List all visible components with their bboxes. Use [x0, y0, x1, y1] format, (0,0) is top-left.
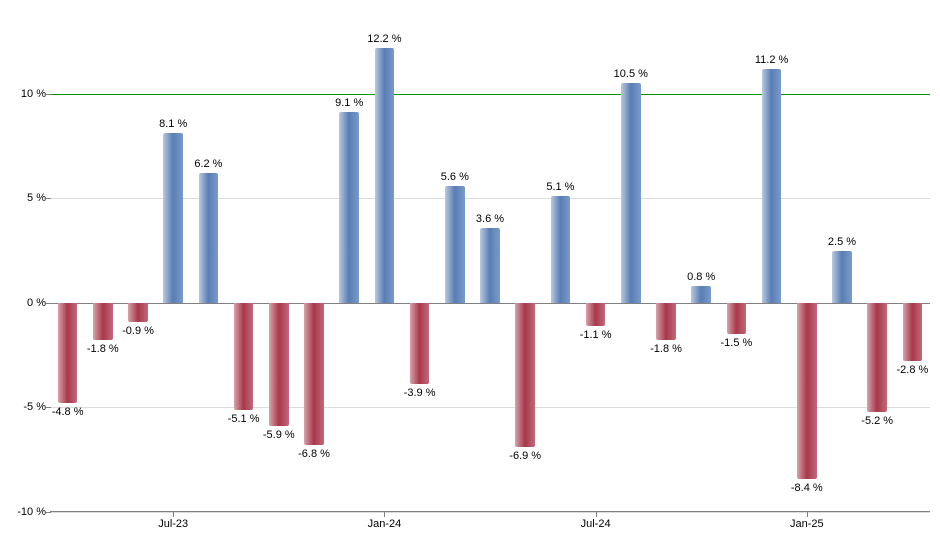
x-axis-tick-mark — [173, 512, 174, 517]
x-axis-tick-mark — [596, 512, 597, 517]
bar — [58, 303, 78, 403]
bar-chart: -4.8 %-1.8 %-0.9 %8.1 %6.2 %-5.1 %-5.9 %… — [0, 0, 940, 550]
bar-value-label: -4.8 % — [52, 406, 84, 418]
y-axis-tick-label: -10 % — [17, 506, 46, 518]
bar — [445, 186, 465, 303]
y-axis-tick-label: 5 % — [27, 192, 46, 204]
bar — [410, 303, 430, 385]
bar — [480, 228, 500, 303]
bar — [586, 303, 606, 326]
gridline — [50, 512, 930, 513]
bar-value-label: -5.1 % — [228, 413, 260, 425]
y-axis-tick-mark — [46, 512, 51, 513]
x-axis-tick-label: Jul-23 — [158, 518, 188, 530]
bar — [832, 251, 852, 303]
bar-value-label: -6.8 % — [298, 448, 330, 460]
bar — [163, 133, 183, 302]
bar-value-label: -5.9 % — [263, 429, 295, 441]
bar-value-label: 2.5 % — [828, 236, 856, 248]
bar — [551, 196, 571, 303]
bar — [727, 303, 747, 334]
bar — [797, 303, 817, 479]
bar — [621, 83, 641, 303]
plot-area: -4.8 %-1.8 %-0.9 %8.1 %6.2 %-5.1 %-5.9 %… — [50, 10, 930, 512]
y-axis-tick-label: -5 % — [23, 401, 46, 413]
bar-value-label: -1.8 % — [650, 343, 682, 355]
bar-value-label: -1.1 % — [580, 329, 612, 341]
bar-value-label: 10.5 % — [614, 68, 648, 80]
x-axis-tick-label: Jan-25 — [790, 518, 824, 530]
bar-value-label: 11.2 % — [755, 54, 788, 66]
y-axis-tick-mark — [46, 303, 51, 304]
bar-value-label: -5.2 % — [861, 415, 893, 427]
x-axis-tick-label: Jan-24 — [368, 518, 402, 530]
y-axis-tick-label: 0 % — [27, 297, 46, 309]
bar-value-label: 5.6 % — [441, 171, 469, 183]
bar — [128, 303, 148, 322]
bar — [375, 48, 395, 303]
y-axis-tick-label: 10 % — [21, 88, 46, 100]
bar — [199, 173, 219, 303]
bar-value-label: -8.4 % — [791, 482, 823, 494]
x-axis-tick-mark — [807, 512, 808, 517]
bar-value-label: 12.2 % — [367, 33, 401, 45]
bar — [269, 303, 289, 426]
bar-value-label: -3.9 % — [404, 387, 436, 399]
bar-value-label: -6.9 % — [509, 450, 541, 462]
bar-value-label: -2.8 % — [896, 364, 928, 376]
bar — [515, 303, 535, 447]
bar — [304, 303, 324, 445]
bar-value-label: 0.8 % — [687, 271, 715, 283]
bar — [691, 286, 711, 303]
bar — [867, 303, 887, 412]
bar — [93, 303, 113, 341]
bar-value-label: -1.8 % — [87, 343, 119, 355]
y-axis-tick-mark — [46, 407, 51, 408]
y-axis-tick-mark — [46, 94, 51, 95]
bar — [234, 303, 254, 410]
bar-value-label: -0.9 % — [122, 325, 154, 337]
bar-value-label: 9.1 % — [335, 97, 363, 109]
bar-value-label: 3.6 % — [476, 213, 504, 225]
y-axis-tick-mark — [46, 198, 51, 199]
bar — [339, 112, 359, 302]
bar — [903, 303, 923, 362]
reference-line — [50, 94, 930, 95]
x-axis-tick-label: Jul-24 — [581, 518, 611, 530]
bar — [762, 69, 782, 303]
bar-value-label: 8.1 % — [159, 118, 187, 130]
x-axis-tick-mark — [384, 512, 385, 517]
bar — [656, 303, 676, 341]
bar-value-label: 5.1 % — [546, 181, 574, 193]
bar-value-label: 6.2 % — [194, 158, 222, 170]
bar-value-label: -1.5 % — [720, 337, 752, 349]
